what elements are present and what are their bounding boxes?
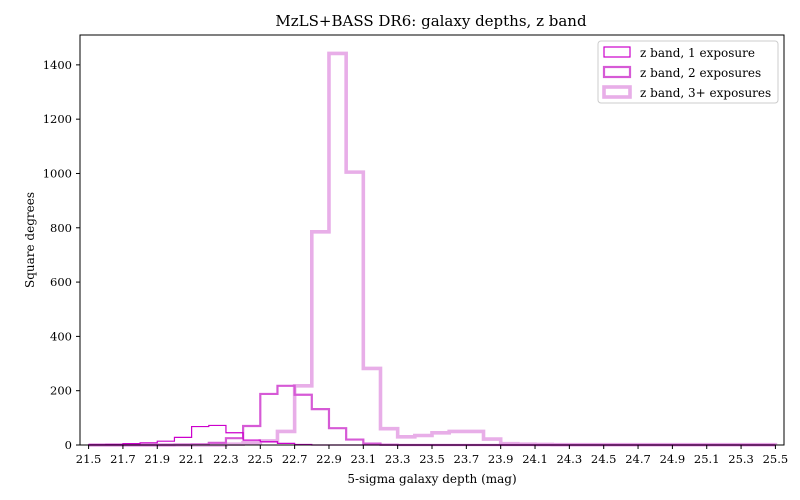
legend-box: [597, 40, 779, 104]
x-tick-label: 22.1: [179, 452, 205, 466]
x-tick-label: 24.5: [591, 452, 617, 466]
x-axis-label: 5-sigma galaxy depth (mag): [347, 472, 516, 486]
x-tick-label: 21.7: [110, 452, 136, 466]
chart-title: MzLS+BASS DR6: galaxy depths, z band: [275, 12, 587, 30]
x-tick-label: 25.5: [763, 452, 789, 466]
y-tick-label: 400: [50, 329, 72, 343]
x-tick-label: 22.9: [316, 452, 342, 466]
plot-frame: [79, 34, 785, 446]
y-tick-label: 1000: [43, 166, 72, 180]
x-tick-label: 23.9: [488, 452, 514, 466]
y-tick-label: 0: [65, 438, 72, 452]
x-tick-label: 23.5: [419, 452, 445, 466]
x-tick-label: 24.3: [557, 452, 583, 466]
x-tick-label: 24.7: [625, 452, 651, 466]
x-tick-label: 23.3: [385, 452, 411, 466]
x-tick-label: 23.7: [454, 452, 480, 466]
legend-label-3: z band, 3+ exposures: [640, 86, 771, 100]
x-tick-label: 24.9: [660, 452, 686, 466]
legend-swatch-2: [602, 65, 632, 79]
x-tick-label: 25.3: [728, 452, 754, 466]
y-axis-label: Square degrees: [23, 192, 37, 288]
y-tick-label: 200: [50, 384, 72, 398]
legend-swatch-3: [602, 85, 632, 99]
x-tick-label: 22.3: [213, 452, 239, 466]
x-tick-label: 22.5: [247, 452, 273, 466]
x-tick-label: 25.1: [694, 452, 720, 466]
x-tick-label: 21.9: [144, 452, 170, 466]
legend-swatch-1: [603, 46, 631, 58]
x-tick-label: 22.7: [282, 452, 308, 466]
legend-label-2: z band, 2 exposures: [640, 66, 761, 80]
x-tick-label: 24.1: [522, 452, 548, 466]
legend: z band, 1 exposure z band, 2 exposures z b…: [597, 40, 779, 104]
y-tick-label: 1200: [43, 112, 72, 126]
y-tick-label: 800: [50, 221, 72, 235]
x-tick-label: 23.1: [351, 452, 377, 466]
x-tick-label: 21.5: [76, 452, 102, 466]
y-tick-label: 600: [50, 275, 72, 289]
y-tick-label: 1400: [43, 58, 72, 72]
legend-label-1: z band, 1 exposure: [640, 46, 755, 60]
